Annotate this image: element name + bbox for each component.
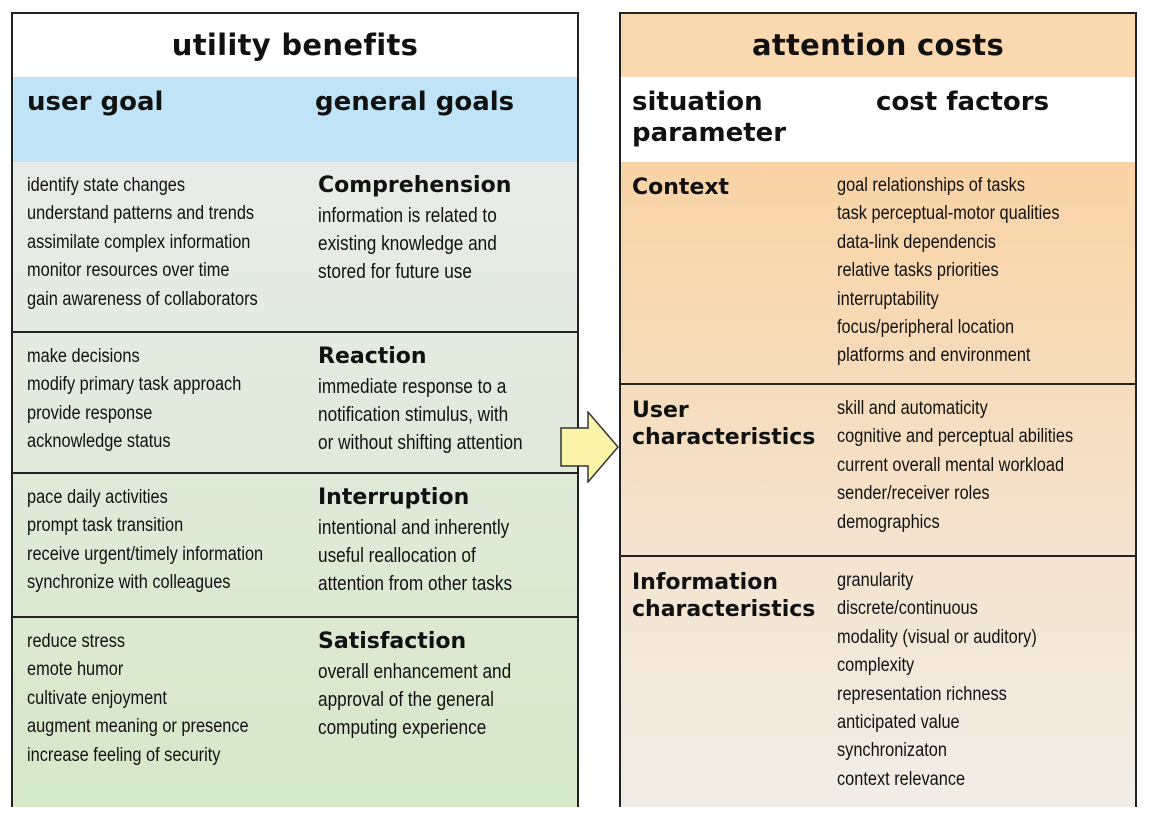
cost-factor-item: context relevance (837, 768, 966, 790)
cost-factor-item: discrete/continuous (837, 598, 978, 620)
cost-factor-item: anticipated value (837, 711, 960, 733)
cost-factor-item: focus/peripheral location (837, 316, 1015, 338)
cost-factor-item: current overall mental workload (837, 454, 1065, 476)
general-goal: Interruption intentional and inherently us… (318, 484, 544, 598)
user-goal-item: pace daily activities (27, 487, 168, 508)
user-goal-item: modify primary task approach (27, 374, 242, 396)
cost-factors-header: cost factors (876, 87, 1050, 117)
user-goal-item: reduce stress (27, 631, 126, 652)
cost-factor-item: task perceptual-motor qualities (837, 203, 1060, 225)
user-goal-item: gain awareness of collaborators (27, 288, 258, 310)
situation-parameter-line: User (632, 398, 689, 423)
user-goal-item: cultivate enjoyment (27, 687, 167, 709)
general-goal-description: overall enhancement and approval of the g… (318, 658, 511, 742)
situation-parameter-line: Information (632, 570, 778, 595)
general-goals-header: general goals (315, 87, 515, 117)
situation-parameter: User characteristics (632, 397, 815, 451)
cost-row: User characteristics skill and automaticit… (621, 383, 1135, 555)
right-arrow-icon (560, 411, 619, 483)
general-goal-title: Interruption (318, 485, 470, 510)
situation-header-line: situation (632, 87, 763, 117)
cost-factor-item: data-link dependencis (837, 231, 996, 253)
general-goal-description-line: intentional and inherently (318, 517, 510, 539)
cost-factor-item: cognitive and perceptual abilities (837, 426, 1074, 448)
user-goal-item: make decisions (27, 346, 140, 367)
cost-factor-item: sender/receiver roles (837, 483, 990, 505)
cost-factor-list: skill and automaticity cognitive and perc… (837, 395, 1073, 537)
cost-row: Information characteristics granularity dis… (621, 555, 1135, 807)
general-goal-description-line: immediate response to a (318, 376, 507, 398)
general-goal-description: immediate response to a notification stim… (318, 373, 523, 457)
general-goal: Satisfaction overall enhancement and appro… (318, 628, 543, 742)
general-goal-description-line: overall enhancement and (318, 661, 512, 683)
general-goal: Comprehension information is related to ex… (318, 172, 526, 286)
general-goal-description-line: attention from other tasks (318, 573, 513, 595)
user-goal-item: synchronize with colleagues (27, 572, 231, 594)
situation-parameter-line: characteristics (632, 597, 816, 622)
user-goal-item: identify state changes (27, 175, 186, 196)
general-goal-title: Comprehension (318, 173, 512, 198)
benefit-row: reduce stress emote humor cultivate enjoym… (13, 616, 577, 807)
benefit-row: make decisions modify primary task approa… (13, 331, 577, 472)
user-goal-list: make decisions modify primary task approa… (27, 343, 241, 457)
cost-factor-item: relative tasks priorities (837, 260, 999, 282)
user-goal-item: emote humor (27, 659, 124, 681)
situation-parameter: Context (632, 174, 729, 201)
benefit-row: identify state changes understand pattern… (13, 162, 577, 331)
general-goal-description-line: useful reallocation of (318, 545, 476, 567)
cost-factor-item: goal relationships of tasks (837, 175, 1026, 196)
user-goal-list: pace daily activities prompt task transit… (27, 484, 263, 598)
general-goal: Reaction immediate response to a notificat… (318, 343, 556, 457)
cost-row: Context goal relationships of tasks task p… (621, 162, 1135, 383)
benefit-row: pace daily activities prompt task transit… (13, 472, 577, 616)
general-goal-description-line: computing experience (318, 717, 487, 739)
attention-costs-title: attention costs (621, 14, 1135, 79)
cost-factor-item: platforms and environment (837, 345, 1031, 367)
situation-parameter-line: characteristics (632, 425, 816, 450)
user-goal-item: prompt task transition (27, 515, 184, 537)
situation-parameter-header: situation parameter (632, 87, 786, 149)
general-goal-description-line: or without shifting attention (318, 432, 523, 454)
general-goal-description-line: information is related to (318, 205, 497, 227)
cost-factor-item: synchronizaton (837, 740, 947, 762)
user-goal-item: provide response (27, 402, 153, 424)
user-goal-item: acknowledge status (27, 431, 171, 453)
general-goal-description-line: existing knowledge and (318, 233, 497, 255)
cost-factor-item: complexity (837, 655, 915, 677)
cost-factor-item: representation richness (837, 683, 1007, 705)
general-goal-description: intentional and inherently useful realloc… (318, 514, 512, 598)
user-goal-item: understand patterns and trends (27, 203, 255, 225)
costs-header-row: situation parameter cost factors (621, 77, 1135, 164)
general-goal-description-line: stored for future use (318, 261, 472, 283)
user-goal-list: reduce stress emote humor cultivate enjoym… (27, 628, 249, 770)
user-goal-item: receive urgent/timely information (27, 543, 264, 565)
user-goal-list: identify state changes understand pattern… (27, 172, 258, 314)
utility-benefits-title: utility benefits (13, 14, 577, 79)
situation-parameter-line: Context (632, 175, 730, 200)
parameter-header-line: parameter (632, 118, 787, 148)
benefits-header-row: user goal general goals (13, 77, 577, 164)
cost-factor-item: granularity (837, 570, 914, 591)
general-goal-title: Reaction (318, 344, 427, 369)
cost-factor-item: skill and automaticity (837, 398, 988, 419)
user-goal-item: monitor resources over time (27, 260, 230, 282)
utility-benefits-panel: utility benefits user goal general goals… (11, 12, 579, 807)
user-goal-item: assimilate complex information (27, 231, 251, 253)
general-goal-description-line: approval of the general (318, 689, 494, 711)
cost-factor-list: granularity discrete/continuous modality (… (837, 567, 1037, 794)
general-goal-description: information is related to existing knowle… (318, 202, 497, 286)
cost-factor-list: goal relationships of tasks task perceptu… (837, 172, 1060, 371)
user-goal-item: increase feeling of security (27, 744, 221, 766)
cost-factor-item: demographics (837, 511, 940, 533)
user-goal-header: user goal (27, 87, 164, 117)
situation-parameter: Information characteristics (632, 569, 815, 623)
cost-factor-item: modality (visual or auditory) (837, 626, 1037, 648)
cost-factor-item: interruptability (837, 288, 939, 310)
user-goal-item: augment meaning or presence (27, 716, 249, 738)
attention-costs-panel: attention costs situation parameter cost… (619, 12, 1137, 807)
general-goal-title: Satisfaction (318, 629, 467, 654)
general-goal-description-line: notification stimulus, with (318, 404, 509, 426)
